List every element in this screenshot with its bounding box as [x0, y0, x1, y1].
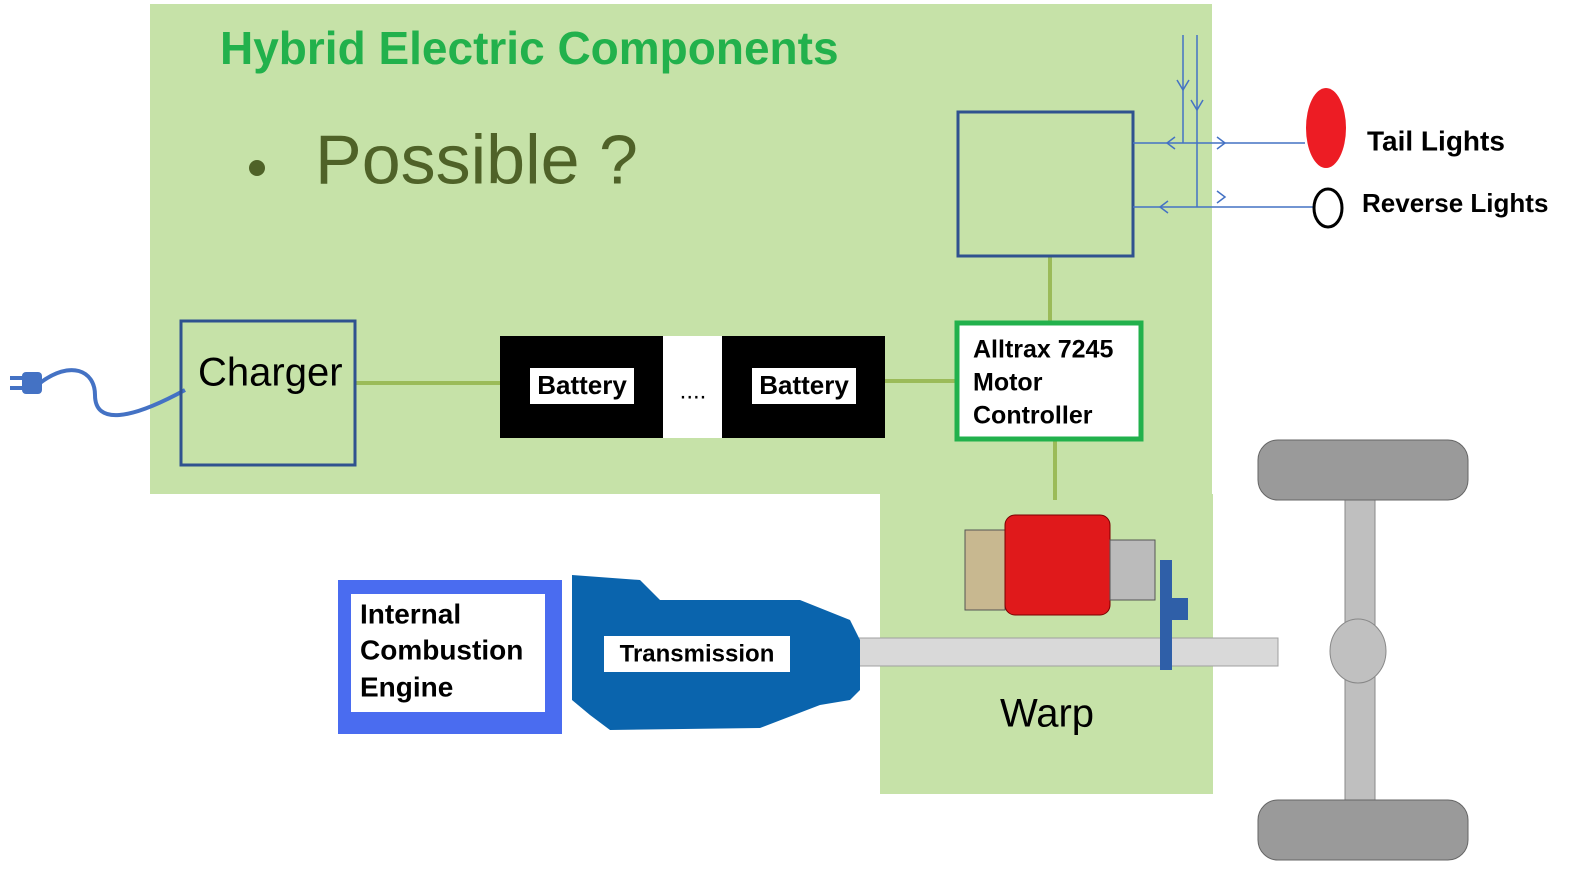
axle: [1258, 440, 1468, 860]
diagram: Hybrid Electric Components Possible ? Ta…: [0, 0, 1584, 871]
label: Battery: [759, 370, 849, 400]
tail-light: [1306, 88, 1346, 168]
label: Transmission: [620, 640, 775, 667]
title: Hybrid Electric Components: [220, 22, 839, 74]
label: ....: [680, 377, 707, 404]
label: Alltrax 7245: [973, 336, 1113, 364]
shaft: [858, 638, 1278, 666]
label: Reverse Lights: [1362, 188, 1548, 218]
label: Combustion: [360, 634, 523, 665]
label: Motor: [973, 369, 1043, 397]
label: Controller: [973, 402, 1093, 430]
label: Engine: [360, 671, 453, 702]
bullet: Possible ?: [315, 120, 638, 198]
reverse-light: [1314, 189, 1342, 227]
label: Charger: [198, 351, 343, 395]
label: Internal: [360, 598, 461, 629]
label: Tail Lights: [1367, 125, 1505, 156]
bullet-dot: [249, 160, 265, 176]
label: Warp: [1000, 692, 1094, 736]
label: Battery: [537, 370, 627, 400]
